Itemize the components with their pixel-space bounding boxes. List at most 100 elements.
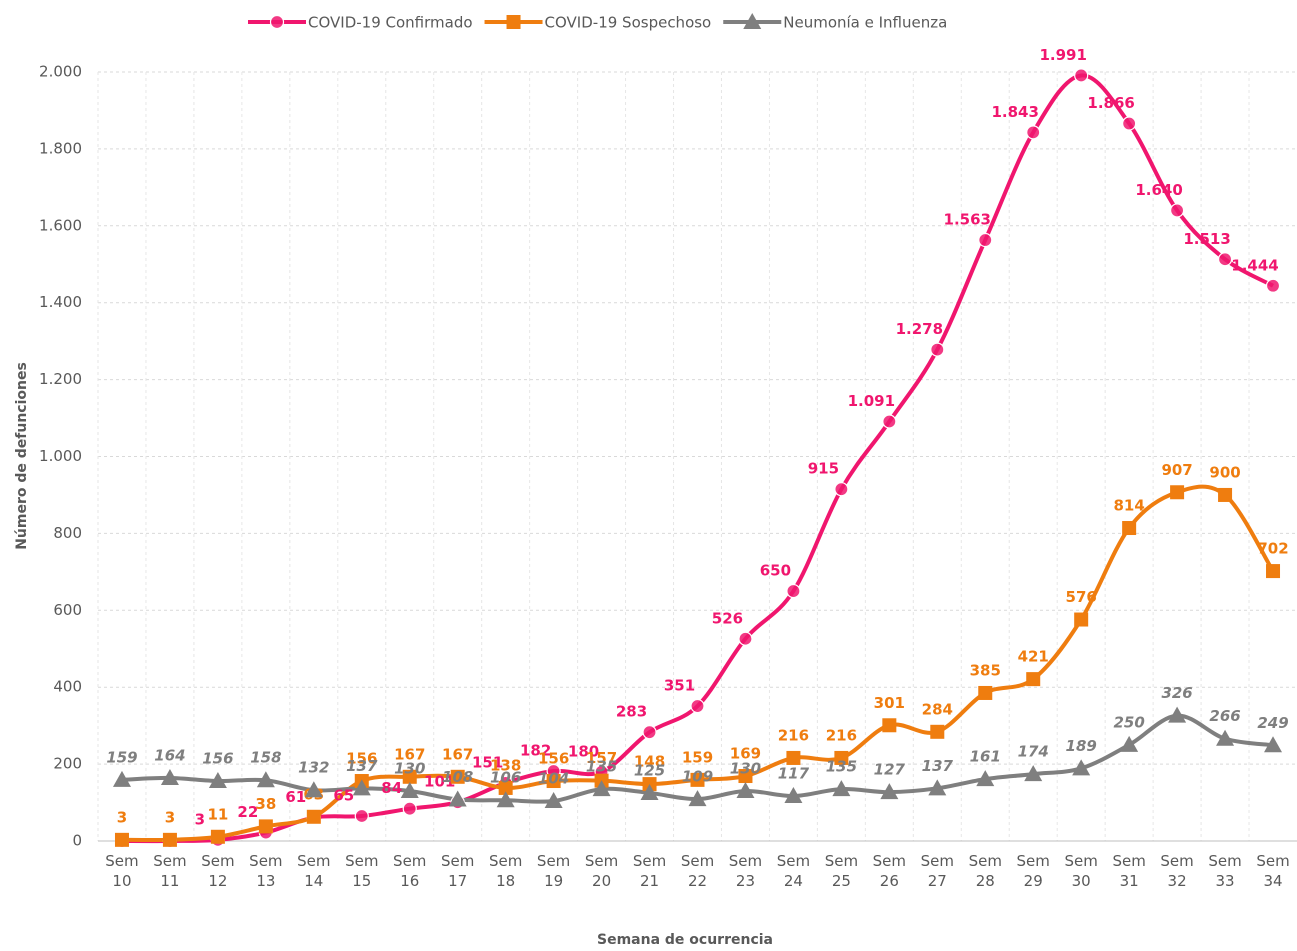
- marker: [1074, 68, 1089, 83]
- x-tick-label: Sem 30: [1064, 852, 1098, 890]
- marker: [506, 15, 521, 29]
- x-tick-label: Sem 11: [153, 852, 187, 890]
- data-label: 84: [381, 779, 402, 797]
- y-tick-label: 1.400: [39, 293, 82, 311]
- data-label: 526: [712, 609, 743, 627]
- marker: [930, 724, 945, 739]
- x-tick-label: Sem 25: [824, 852, 859, 890]
- data-label: 421: [1018, 648, 1049, 666]
- marker: [112, 770, 131, 787]
- data-label: 1.866: [1087, 94, 1134, 112]
- marker: [930, 342, 945, 357]
- data-label: 284: [922, 700, 953, 718]
- marker: [834, 482, 849, 497]
- x-tick-label: Sem 12: [201, 852, 235, 890]
- data-label: 3: [165, 808, 175, 826]
- data-label: 135: [826, 758, 857, 776]
- data-label: 108: [442, 768, 473, 786]
- data-label: 385: [970, 661, 1001, 679]
- data-label: 576: [1066, 588, 1097, 606]
- marker: [690, 772, 705, 787]
- data-label: 1.991: [1039, 46, 1086, 64]
- marker: [1026, 672, 1041, 687]
- x-tick-label: Sem 27: [920, 852, 954, 890]
- data-label: 900: [1209, 463, 1240, 481]
- marker: [162, 832, 177, 847]
- data-label: 1.278: [896, 320, 943, 338]
- data-label: 266: [1209, 707, 1240, 725]
- marker: [208, 772, 227, 789]
- y-tick-label: 1.800: [39, 139, 82, 157]
- y-axis-label: Número de defunciones: [14, 362, 30, 550]
- data-label: 109: [682, 768, 713, 786]
- marker: [976, 770, 995, 787]
- data-label: 249: [1257, 714, 1288, 732]
- marker: [642, 725, 657, 740]
- marker: [738, 631, 753, 646]
- marker: [114, 832, 129, 847]
- series-line: [121, 73, 1274, 844]
- marker: [400, 782, 419, 799]
- marker: [1120, 735, 1139, 752]
- y-tick-label: 1.600: [39, 216, 82, 234]
- data-label: 216: [826, 726, 857, 744]
- marker: [1122, 116, 1137, 131]
- y-tick-label: 2.000: [39, 63, 82, 81]
- data-label: 138: [490, 756, 521, 774]
- marker: [743, 13, 762, 29]
- data-label: 38: [255, 795, 276, 813]
- data-label: 151: [472, 753, 503, 771]
- x-tick-label: Sem 31: [1112, 852, 1146, 890]
- marker: [738, 769, 753, 784]
- marker: [1266, 564, 1281, 579]
- data-label: 915: [808, 460, 839, 478]
- data-label: 301: [874, 694, 905, 712]
- data-label: 137: [346, 757, 378, 775]
- data-label: 117: [778, 765, 810, 783]
- data-label: 650: [760, 562, 791, 580]
- x-tick-label: Sem 20: [584, 852, 619, 890]
- marker: [256, 771, 275, 788]
- marker: [1265, 278, 1281, 293]
- data-label: 156: [538, 750, 569, 768]
- data-label: 189: [1066, 737, 1097, 755]
- data-label: 157: [586, 749, 617, 767]
- data-label: 1.640: [1135, 181, 1182, 199]
- marker: [1170, 485, 1185, 500]
- marker: [1217, 252, 1233, 267]
- marker: [269, 14, 285, 30]
- data-label: 61: [285, 788, 306, 806]
- data-label: 125: [634, 761, 665, 779]
- marker: [1026, 125, 1041, 140]
- legend-label: COVID-19 Sospechoso: [545, 14, 712, 32]
- marker: [354, 808, 369, 824]
- data-label: 1.091: [848, 392, 895, 410]
- x-tick-label: Sem 17: [441, 852, 475, 890]
- y-tick-label: 1.200: [39, 370, 82, 388]
- marker: [832, 780, 851, 797]
- data-label: 1.444: [1231, 256, 1278, 274]
- marker: [546, 774, 561, 789]
- marker: [978, 232, 993, 248]
- marker: [402, 769, 417, 784]
- x-tick-label: Sem 28: [968, 852, 1002, 890]
- marker: [352, 779, 371, 796]
- marker: [1216, 729, 1235, 746]
- legend-label: Neumonía e Influenza: [783, 14, 947, 32]
- data-label: 250: [1113, 713, 1144, 731]
- data-label: 159: [682, 748, 713, 766]
- data-label: 180: [568, 742, 599, 760]
- data-label: 1.843: [991, 103, 1038, 121]
- marker: [640, 783, 659, 800]
- x-axis-label: Semana de ocurrencia: [597, 932, 773, 948]
- data-label: 169: [730, 745, 761, 763]
- data-label: 1.563: [944, 211, 991, 229]
- y-tick-label: 200: [53, 755, 82, 773]
- marker: [1074, 612, 1089, 627]
- marker: [1218, 487, 1233, 502]
- marker: [498, 780, 513, 795]
- data-label: 161: [970, 748, 1001, 766]
- data-label: 156: [202, 750, 233, 768]
- marker: [786, 750, 801, 765]
- data-label: 104: [538, 770, 569, 788]
